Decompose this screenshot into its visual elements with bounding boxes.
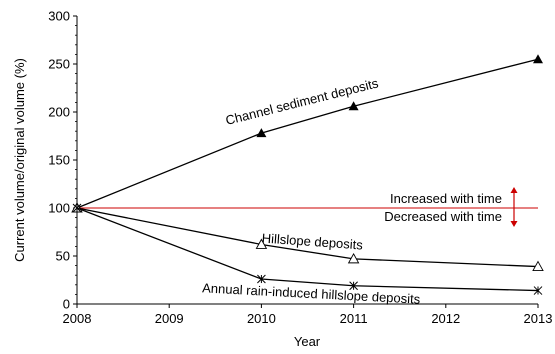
- chart-axes: 0 50 100 150 200 250 300 2008 2009 2010 2011 2012 20…: [48, 9, 552, 327]
- series-0: [72, 54, 543, 212]
- y-tick-label: 0: [63, 297, 70, 312]
- x-tick-label: 2009: [155, 311, 184, 326]
- reference-line-group: [77, 187, 538, 227]
- series-label-hillslope: Hillslope deposits: [261, 231, 363, 253]
- series-1: [71, 202, 544, 272]
- data-point-marker: [532, 260, 544, 272]
- series-line: [76, 58, 539, 209]
- data-point-marker: [255, 238, 268, 249]
- series-2: [72, 203, 543, 295]
- arrow-down-head: [510, 221, 518, 227]
- y-tick-label: 150: [48, 153, 70, 168]
- data-point-marker: [257, 274, 266, 284]
- y-tick-label: 100: [48, 201, 70, 216]
- annotation-group: Channel sediment deposits Hillslope depo…: [12, 58, 502, 349]
- x-tick-label: 2011: [340, 311, 368, 326]
- data-point-marker: [256, 128, 267, 138]
- x-axis-title: Year: [294, 334, 321, 349]
- data-point-marker: [349, 281, 358, 291]
- data-point-marker: [347, 252, 360, 264]
- marker-stroke: [349, 281, 358, 291]
- marker-stroke: [72, 203, 82, 213]
- data-point-marker: [72, 203, 82, 213]
- y-tick-label: 200: [48, 105, 70, 120]
- data-point-marker: [348, 101, 359, 111]
- y-tick-label: 250: [48, 57, 70, 72]
- series-label-channel: Channel sediment deposits: [224, 75, 380, 128]
- series-label-rain-induced: Annual rain-induced hillslope deposits: [202, 280, 421, 306]
- x-tick-label: 2008: [63, 311, 92, 326]
- marker-stroke: [533, 286, 543, 295]
- x-tick-label: 2013: [524, 311, 553, 326]
- marker-stroke: [257, 274, 266, 284]
- x-tick-label: 2012: [431, 311, 460, 326]
- series-group: [71, 54, 544, 295]
- annotation-increased: Increased with time: [390, 191, 502, 206]
- y-tick-label: 300: [48, 9, 70, 24]
- y-tick-label: 50: [56, 249, 70, 264]
- data-point-marker: [533, 286, 543, 295]
- annotation-decreased: Decreased with time: [384, 209, 502, 224]
- y-axis-title: Current volume/original volume (%): [12, 58, 27, 262]
- series-line: [76, 207, 539, 268]
- arrow-up-head: [510, 187, 518, 193]
- series-line: [76, 207, 539, 292]
- x-tick-label: 2010: [247, 311, 276, 326]
- data-point-marker: [533, 54, 543, 64]
